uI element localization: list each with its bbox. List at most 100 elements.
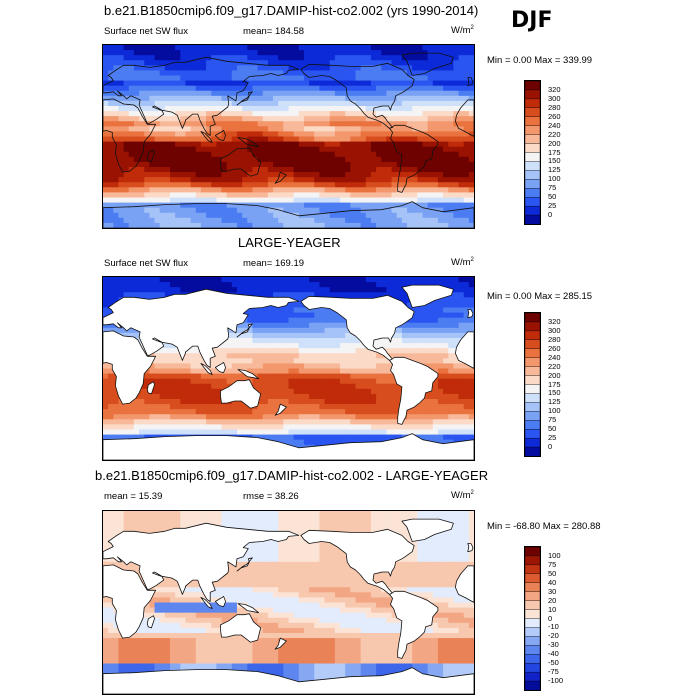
panel2-cell — [108, 414, 114, 420]
panel2-cell — [309, 292, 315, 298]
panel1-cell — [273, 116, 279, 122]
panel1-cell — [334, 136, 341, 143]
panel2-cell — [262, 399, 269, 405]
panel2-cell — [303, 312, 310, 319]
panel1-cell — [144, 75, 150, 82]
panel2-cell — [329, 363, 336, 370]
panel1-cell — [283, 126, 290, 133]
panel1-cell — [262, 141, 269, 148]
panel2-cell — [386, 404, 393, 410]
panel1-cell — [103, 217, 109, 224]
panel1-cell — [108, 187, 114, 194]
panel2-cell — [448, 409, 454, 415]
panel1-cell — [376, 121, 382, 127]
panel1-cell — [324, 75, 331, 82]
panel1-cell — [463, 172, 470, 178]
panel2-cell — [463, 429, 470, 436]
panel1-cell — [314, 106, 321, 112]
panel1-cell — [314, 222, 321, 228]
panel1-cell — [133, 45, 140, 51]
panel2-cell — [443, 343, 449, 349]
panel1-cell — [381, 207, 387, 214]
panel2-cell — [118, 429, 125, 436]
panel1-cell — [458, 65, 465, 72]
panel1-cell — [448, 95, 454, 102]
panel2-cell — [262, 419, 269, 426]
panel1-cell — [417, 45, 424, 51]
panel1-cell — [381, 126, 387, 133]
panel1-cell — [118, 50, 125, 56]
panel2-cell — [159, 414, 166, 420]
panel1-cell — [123, 131, 130, 138]
panel2-cell — [412, 312, 418, 319]
panel2-cell — [427, 322, 434, 329]
panel1-cell — [273, 106, 279, 112]
panel2-cell — [334, 317, 341, 324]
panel1-cell — [200, 95, 207, 102]
panel1-cell — [231, 100, 238, 107]
panel2-cell — [345, 429, 351, 436]
panel1-cell — [432, 100, 439, 107]
panel2-cell — [175, 287, 181, 293]
panel1-cell — [242, 187, 248, 194]
panel2-cell — [422, 424, 429, 431]
panel1-cell — [309, 222, 315, 228]
panel1-cell — [324, 146, 331, 153]
panel2-cell — [180, 399, 187, 405]
panel2-cell — [360, 409, 367, 415]
panel2-cell — [262, 383, 269, 390]
panel2-cell — [185, 353, 192, 359]
season-label: DJF — [511, 8, 553, 33]
panel2-cell — [443, 302, 449, 309]
panel2-cell — [391, 388, 398, 395]
panel2-cell — [128, 419, 135, 426]
panel1-cell — [319, 126, 326, 133]
panel1-cell — [200, 131, 207, 138]
panel1-cell — [437, 85, 444, 92]
panel1-cell — [180, 50, 187, 56]
panel1-cell — [154, 121, 161, 127]
panel2-cell — [422, 332, 429, 339]
panel1-cell — [443, 131, 449, 138]
panel2-cell — [468, 302, 474, 309]
panel2-cell — [298, 297, 305, 304]
panel1-cell — [303, 80, 310, 87]
panel1-cell — [185, 151, 192, 158]
panel2-cell — [236, 399, 243, 405]
panel2-cell — [252, 419, 259, 426]
panel2-cell — [303, 419, 310, 426]
panel1-cell — [432, 106, 439, 112]
panel1-cell — [283, 156, 290, 163]
colorbar-tick-label: 220 — [548, 129, 561, 139]
panel1-cell — [288, 65, 295, 72]
panel2-cell — [267, 383, 274, 390]
panel1-cell — [108, 116, 114, 122]
panel2-cell — [103, 429, 109, 436]
panel1-cell — [159, 177, 166, 183]
panel2-cell — [412, 343, 418, 349]
panel1-cell — [123, 55, 130, 61]
panel1-cell — [231, 156, 238, 163]
panel1-cell — [288, 95, 295, 102]
panel1-cell — [200, 111, 207, 117]
panel2-cell — [293, 338, 300, 344]
panel1-cell — [226, 100, 233, 107]
panel1-cell — [370, 192, 377, 199]
panel2-cell — [376, 338, 382, 344]
panel1-cell — [128, 90, 135, 97]
panel1-cell — [206, 85, 212, 92]
panel1-cell — [133, 111, 140, 117]
panel2-cell — [309, 343, 315, 349]
panel2-cell — [334, 348, 341, 354]
panel2-cell — [432, 399, 439, 405]
panel1-cell — [144, 212, 150, 219]
panel1-cell — [463, 192, 470, 199]
panel1-cell — [139, 111, 145, 117]
panel1-cell — [463, 80, 470, 87]
panel2-cell — [324, 338, 331, 344]
panel2-cell — [458, 378, 465, 385]
panel1-cell — [453, 45, 460, 51]
panel1-cell — [190, 151, 197, 158]
panel2-cell — [412, 322, 418, 329]
panel1-cell — [288, 106, 295, 112]
